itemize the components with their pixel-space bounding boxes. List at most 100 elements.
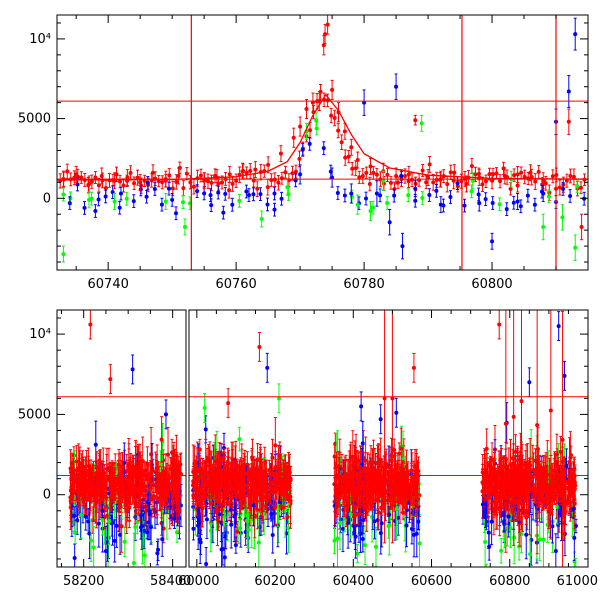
red-data-point: [198, 168, 203, 183]
blue-data-point: [221, 205, 226, 220]
red-data-point: [279, 171, 284, 185]
red-data-point: [71, 468, 76, 488]
blue-data-point: [342, 188, 347, 203]
green-data-point: [560, 204, 565, 231]
x-tick-label: 58200: [63, 574, 104, 589]
green-data-point: [371, 200, 376, 215]
x-tick-label: 60760: [215, 277, 256, 292]
blue-data-point: [223, 186, 228, 201]
red-data-point: [298, 116, 303, 137]
blue-data-point: [103, 189, 108, 204]
blue-data-point: [251, 187, 256, 202]
blue-data-point: [378, 188, 383, 203]
red-data-point: [342, 122, 347, 140]
red-data-point: [336, 102, 341, 123]
red-data-point: [464, 175, 469, 193]
red-data-point: [111, 476, 116, 504]
red-data-point: [150, 458, 155, 483]
red-data-point: [330, 79, 335, 100]
green-data-point: [499, 537, 504, 564]
blue-data-point: [573, 17, 578, 51]
green-data-point: [181, 195, 186, 209]
red-data-point: [156, 174, 161, 188]
blue-data-point: [541, 185, 546, 202]
x-tick-label: 60800: [489, 574, 530, 589]
red-data-point: [170, 490, 175, 517]
model-curve: [57, 93, 588, 181]
red-data-point: [355, 151, 360, 169]
green-data-point: [381, 170, 386, 191]
red-data-point: [346, 149, 351, 164]
blue-data-point: [387, 208, 392, 236]
red-data-point: [276, 175, 281, 191]
top-panel-frame: [56, 14, 589, 271]
red-data-point: [248, 163, 253, 179]
blue-data-point: [532, 197, 537, 212]
blue-data-point: [96, 192, 101, 207]
red-data-point: [310, 92, 315, 113]
blue-data-point: [321, 141, 326, 155]
blue-data-point: [109, 510, 114, 537]
x-tick-label: 60600: [411, 574, 452, 589]
blue-data-point: [448, 190, 453, 204]
red-spike-point: [497, 310, 502, 340]
red-data-point: [568, 168, 573, 184]
red-data-point: [290, 165, 295, 181]
red-data-point: [265, 178, 270, 196]
blue-data-point: [511, 195, 516, 210]
red-data-point: [483, 174, 488, 189]
red-data-point: [426, 169, 431, 187]
red-data-point: [360, 168, 365, 184]
blue-spike-point: [378, 404, 383, 435]
red-data-point: [160, 175, 165, 190]
top-panel: 60740 60760 60780 60800 0 5000 10⁴: [18, 14, 589, 292]
y-tick-label: 0: [43, 488, 51, 503]
blue-data-point: [156, 538, 161, 562]
blue-data-point: [553, 533, 558, 567]
blue-data-point: [83, 502, 88, 531]
red-data-point: [253, 161, 258, 179]
red-data-point: [494, 167, 499, 180]
blue-data-point: [112, 519, 117, 563]
blue-data-point: [525, 188, 530, 203]
blue-data-point: [67, 196, 72, 210]
blue-spike-point: [562, 360, 567, 391]
red-data-point: [202, 172, 207, 190]
green-data-point: [484, 563, 488, 567]
red-spike-point: [88, 310, 93, 340]
red-data-point: [230, 175, 235, 192]
red-data-point: [566, 108, 571, 136]
red-data-point: [321, 35, 326, 56]
blue-data-point: [208, 188, 213, 202]
red-data-point: [142, 174, 147, 188]
red-data-point: [86, 481, 91, 500]
red-data-point: [332, 109, 337, 127]
red-data-point: [325, 15, 330, 35]
red-data-point: [578, 181, 583, 195]
blue-data-point: [279, 191, 284, 206]
blue-data-point: [392, 188, 397, 203]
green-data-point: [497, 197, 502, 212]
red-data-point: [244, 166, 249, 180]
red-data-point: [579, 213, 584, 241]
red-data-point: [176, 460, 181, 485]
red-data-point: [364, 166, 369, 180]
red-data-point: [571, 168, 576, 186]
blue-data-point: [335, 186, 340, 200]
red-data-point: [145, 446, 150, 482]
red-data-point: [235, 521, 240, 543]
red-data-point: [86, 175, 91, 193]
red-data-point: [101, 468, 106, 491]
red-data-point: [154, 479, 159, 498]
axis-break-gap: [186, 309, 189, 568]
red-data-point: [205, 173, 210, 189]
red-data-point: [323, 24, 328, 45]
blue-data-point: [490, 196, 495, 210]
blue-spike-point: [130, 354, 135, 385]
blue-data-point: [110, 185, 115, 200]
blue-data-point: [518, 199, 523, 214]
red-data-point: [388, 176, 393, 190]
blue-data-point: [364, 191, 369, 206]
red-data-point: [512, 168, 517, 182]
green-data-point: [314, 111, 319, 129]
